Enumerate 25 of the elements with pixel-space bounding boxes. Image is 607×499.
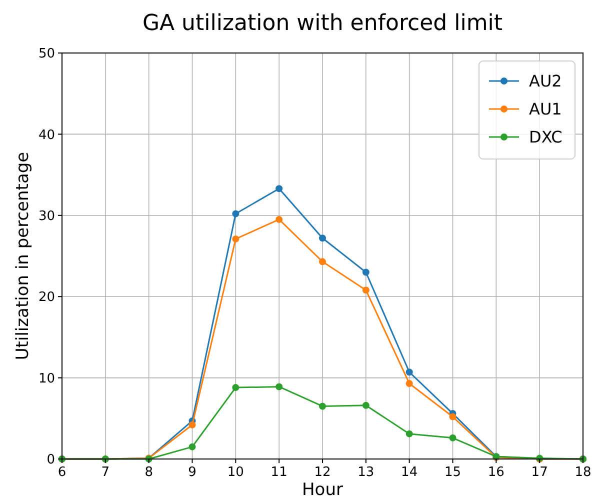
x-tick-label: 13: [358, 465, 374, 480]
x-tick-label: 9: [188, 465, 196, 480]
x-axis-title: Hour: [302, 480, 343, 499]
chart-title: GA utilization with enforced limit: [142, 11, 503, 36]
x-tick-label: 10: [227, 465, 244, 480]
y-tick-label: 40: [38, 128, 55, 143]
y-tick-label: 0: [46, 452, 55, 468]
x-tick-label: 7: [101, 465, 110, 480]
x-tick-label: 6: [58, 465, 66, 480]
y-tick-label: 30: [38, 208, 55, 224]
x-tick-label: 8: [144, 465, 153, 480]
y-tick-label: 20: [38, 290, 55, 306]
y-tick-label: 50: [38, 46, 55, 62]
x-tick-label: 16: [488, 465, 504, 480]
legend-label: AU2: [529, 72, 562, 91]
legend-label: AU1: [529, 100, 562, 119]
x-tick-label: 14: [401, 465, 418, 480]
y-axis-title: Utilization in percentage: [13, 152, 33, 360]
legend-label: DXC: [529, 128, 562, 147]
x-tick-label: 12: [314, 465, 331, 480]
x-tick-label: 18: [574, 465, 592, 480]
x-tick-label: 11: [270, 465, 288, 480]
y-tick-label: 10: [38, 371, 55, 386]
x-tick-label: 15: [444, 465, 462, 480]
x-tick-label: 17: [531, 465, 548, 480]
